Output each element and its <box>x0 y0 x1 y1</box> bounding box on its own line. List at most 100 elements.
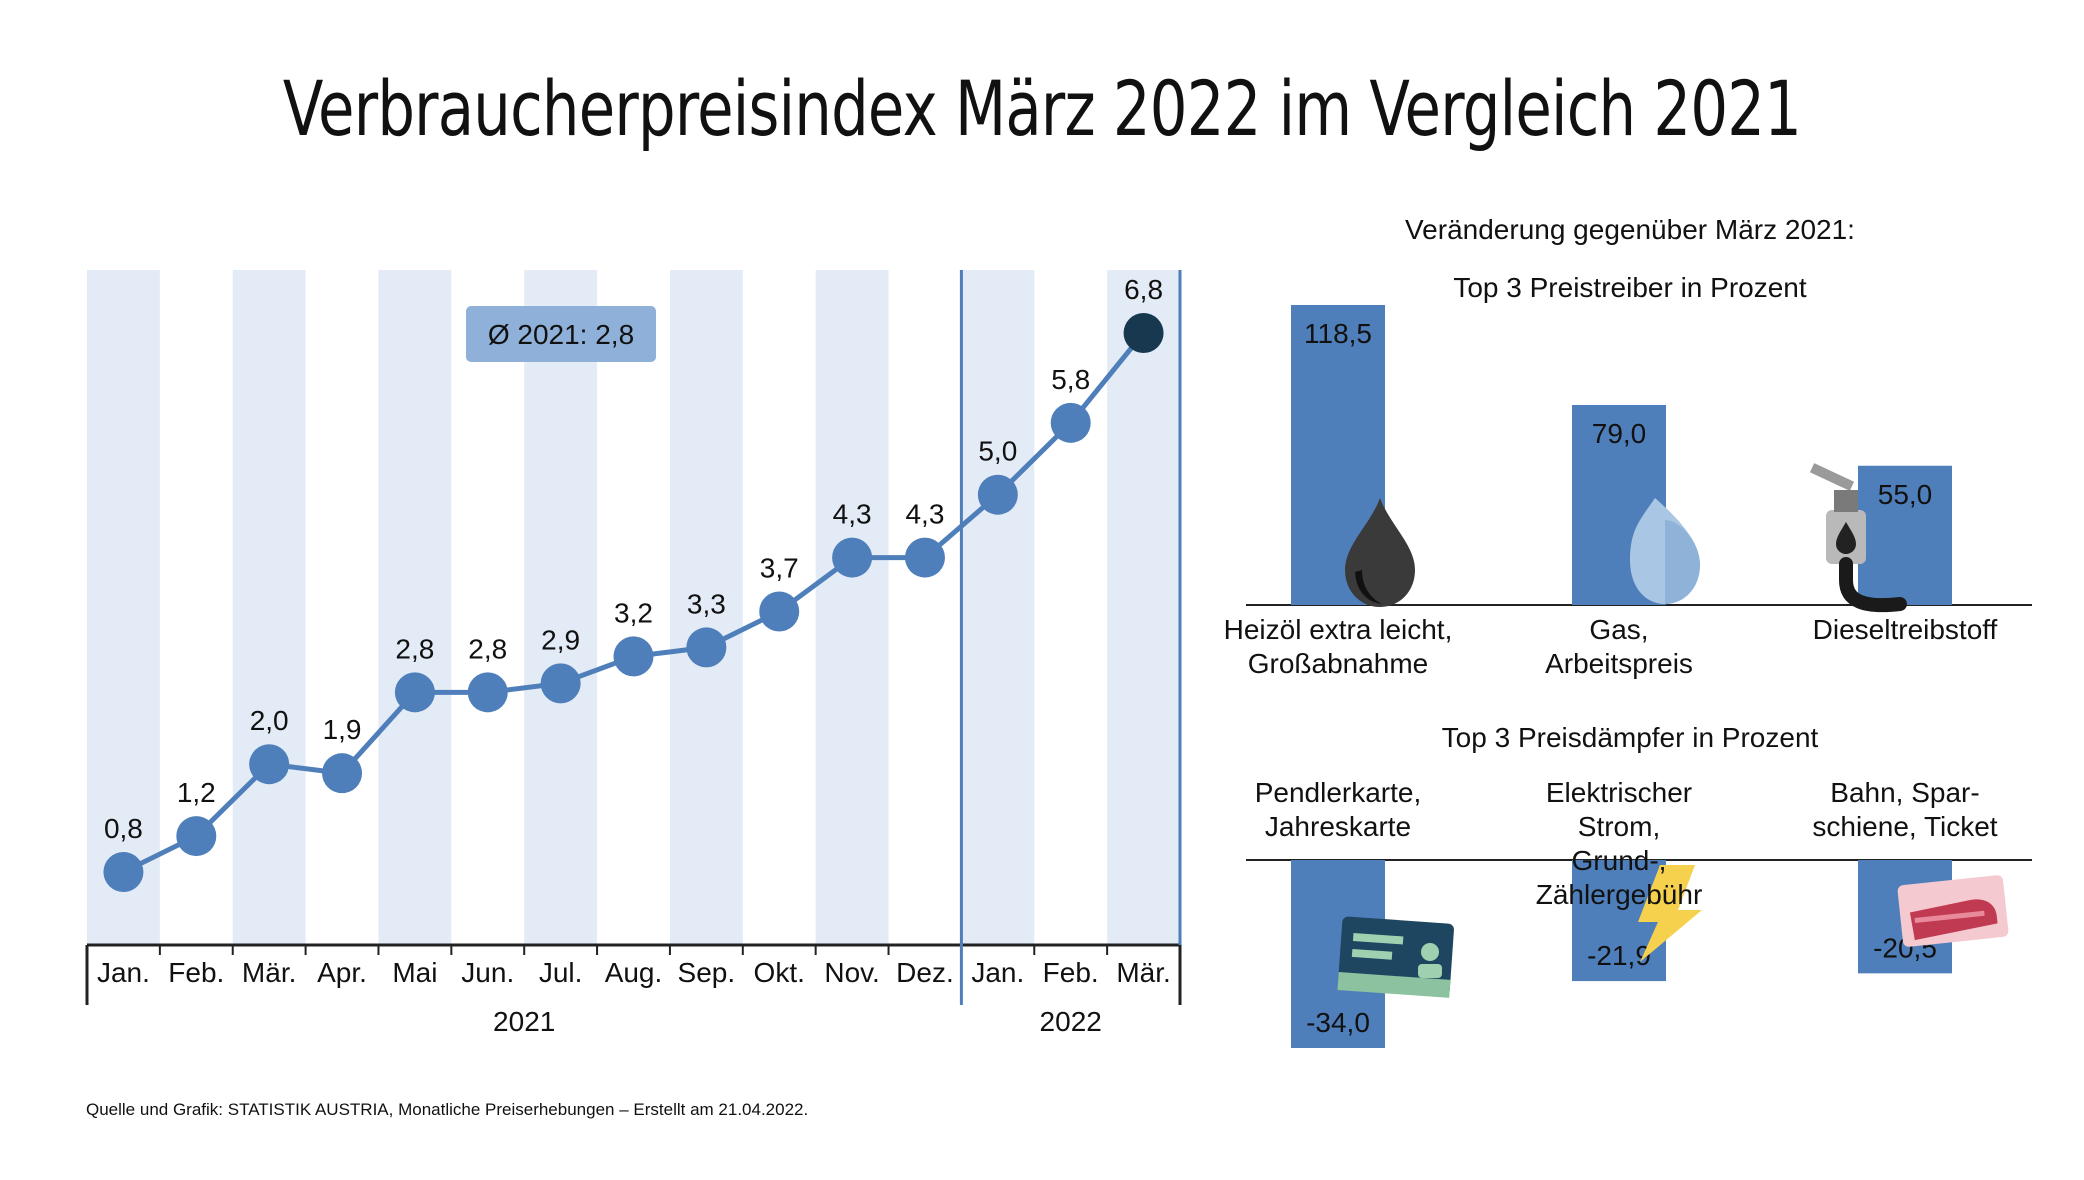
tick-label: Feb. <box>168 957 224 988</box>
lightning-icon <box>1638 865 1702 962</box>
tick-label: Mär. <box>242 957 296 988</box>
tick-label: Jan. <box>97 957 150 988</box>
month-band <box>815 270 889 945</box>
category-label-line: Grund-, Zählergebühr <box>1535 845 1703 910</box>
average-box <box>466 306 656 362</box>
bar-charts: 118,579,055,0 -34,0-21,9 -20,5 <box>1246 305 2032 1048</box>
data-label: 0,8 <box>104 813 143 844</box>
category-label: Bahn, Spar-schiene, Ticket <box>1790 776 2020 844</box>
tick-labels: Jan. Feb. Mär. Apr. Mai Jun. Jul. Aug. Sep. Okt. N… <box>97 957 1171 1037</box>
data-label: 5,8 <box>1051 364 1090 395</box>
data-point <box>467 672 508 713</box>
month-band <box>1107 270 1180 945</box>
data-label: 3,7 <box>760 552 799 583</box>
data-label: 5,0 <box>978 436 1017 467</box>
data-label: 1,9 <box>323 714 362 745</box>
tick-label: Mär. <box>1116 957 1170 988</box>
train-ticket-icon <box>1897 875 2009 947</box>
data-label: 2,9 <box>541 624 580 655</box>
month-band <box>669 270 743 945</box>
tick-label: Jan. <box>971 957 1024 988</box>
category-label-line: Heizöl extra leicht, <box>1223 614 1453 645</box>
category-label-line: Elektrischer Strom, <box>1545 777 1693 842</box>
bar-label: 79,0 <box>1592 418 1647 449</box>
data-label: 3,3 <box>687 588 726 619</box>
year-label: 2021 <box>493 1006 555 1037</box>
tick-label: Mai <box>392 957 437 988</box>
gas-flame-icon <box>1630 498 1700 604</box>
category-label-line: Arbeitspreis <box>1545 648 1693 679</box>
data-point <box>832 537 873 578</box>
category-label-line: Jahreskarte <box>1264 811 1412 842</box>
tick-label: Nov. <box>824 957 880 988</box>
tick-label: Okt. <box>754 957 805 988</box>
data-point <box>1123 313 1164 353</box>
data-point <box>176 816 217 857</box>
data-point <box>103 852 144 892</box>
data-point <box>394 672 435 713</box>
category-label-line: Großabnahme <box>1247 648 1429 679</box>
bar-label: -34,0 <box>1306 1007 1370 1038</box>
month-band <box>961 270 1035 945</box>
data-label: 4,3 <box>905 499 944 530</box>
data-points <box>103 313 1164 892</box>
top-dampers-title: Top 3 Preisdämpfer in Prozent <box>1441 722 1819 753</box>
category-label: Pendlerkarte, Jahreskarte <box>1223 776 1453 844</box>
driver-bars: 118,5 79,0 55,0 <box>1246 305 2032 606</box>
data-point <box>1050 402 1091 443</box>
data-point <box>322 753 363 794</box>
data-label: 2,8 <box>468 633 507 664</box>
category-label-line: schiene, Ticket <box>1812 811 1998 842</box>
data-label: 6,8 <box>1124 274 1163 305</box>
month-band <box>524 270 598 945</box>
line-chart: 0,8 1,2 2,0 1,9 2,8 2,8 2,9 3,2 3,3 3,7 4,3 4,3 5,0 5… <box>85 270 1182 1037</box>
category-label-line: Pendlerkarte, <box>1254 777 1422 808</box>
bar-label: -21,9 <box>1587 940 1651 971</box>
source-note: Quelle und Grafik: STATISTIK AUSTRIA, Mo… <box>86 1100 809 1119</box>
category-icons <box>1337 463 2009 998</box>
tick-label: Dez. <box>896 957 954 988</box>
data-point <box>904 537 945 578</box>
month-band <box>87 270 160 945</box>
data-labels: 0,8 1,2 2,0 1,9 2,8 2,8 2,9 3,2 3,3 3,7 4,3 4,3 5,0 5… <box>104 274 1163 844</box>
category-label: Heizöl extra leicht, Großabnahme <box>1223 613 1453 681</box>
id-card-icon <box>1337 916 1454 998</box>
data-label: 4,3 <box>833 499 872 530</box>
category-label: Elektrischer Strom, Grund-, Zählergebühr <box>1504 776 1734 912</box>
data-label: 2,0 <box>250 705 289 736</box>
month-bands <box>87 270 1180 945</box>
tick-label: Feb. <box>1043 957 1099 988</box>
month-band <box>232 270 306 945</box>
tick-label: Jun. <box>461 957 514 988</box>
fuel-nozzle-icon <box>1809 463 1907 613</box>
tick-label: Apr. <box>317 957 367 988</box>
year-label: 2022 <box>1040 1006 1102 1037</box>
comparison-heading: Veränderung gegenüber März 2021: <box>1405 214 1855 245</box>
data-point <box>759 591 800 632</box>
data-point <box>686 627 727 668</box>
average-label: Ø 2021: 2,8 <box>488 319 634 350</box>
x-axis <box>85 270 1182 1005</box>
data-label: 1,2 <box>177 777 216 808</box>
category-label: Gas, Arbeitspreis <box>1504 613 1734 681</box>
category-label-line: Bahn, Spar- <box>1830 777 1980 808</box>
oil-drop-icon <box>1345 498 1415 607</box>
tick-label: Jul. <box>539 957 583 988</box>
bar <box>1858 465 1952 605</box>
category-label-line: Gas, <box>1589 614 1649 645</box>
top-drivers-title: Top 3 Preistreiber in Prozent <box>1453 272 1807 303</box>
month-band <box>378 270 452 945</box>
data-point <box>540 663 581 704</box>
bar-label: 55,0 <box>1878 479 1933 510</box>
data-point <box>249 744 290 785</box>
category-label-line: Dieseltreibstoff <box>1812 614 1998 645</box>
tick-label: Sep. <box>678 957 736 988</box>
data-label: 2,8 <box>395 633 434 664</box>
bar-label: 118,5 <box>1304 318 1372 349</box>
data-label: 3,2 <box>614 597 653 628</box>
category-label: Dieseltreibstoff <box>1790 613 2020 647</box>
tick-label: Aug. <box>605 957 663 988</box>
chart-title: Verbraucherpreisindex März 2022 im Vergl… <box>282 64 1802 153</box>
damper-bars: -34,0-21,9 -20,5 <box>1246 859 2032 1048</box>
data-point <box>613 636 654 677</box>
